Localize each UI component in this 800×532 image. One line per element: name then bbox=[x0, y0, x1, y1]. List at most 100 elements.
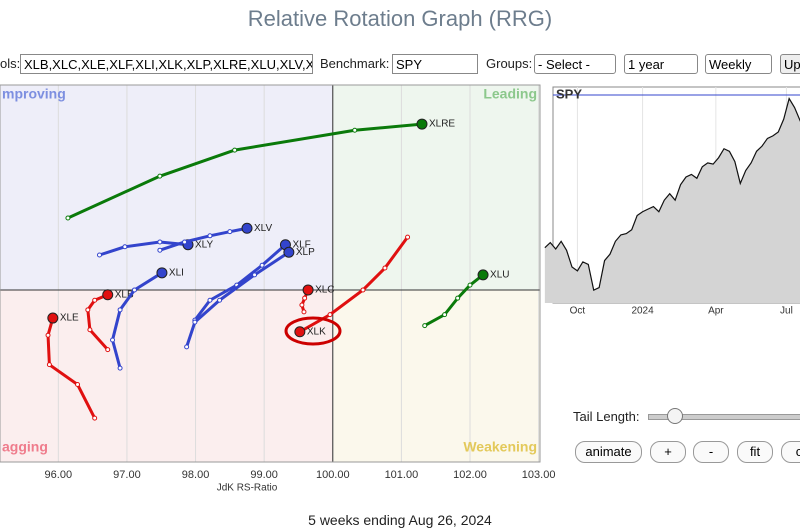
spy-line bbox=[544, 97, 800, 292]
x-tick-label: 98.00 bbox=[182, 469, 210, 481]
tail-marker bbox=[467, 282, 473, 288]
symbols-label: ols: bbox=[0, 56, 21, 71]
spy-label: SPY bbox=[556, 86, 582, 101]
interval-select[interactable]: Weekly bbox=[705, 54, 772, 74]
x-axis-label: JdK RS-Ratio bbox=[217, 483, 278, 494]
animate-button[interactable]: animate bbox=[575, 441, 642, 463]
series-label: XLE bbox=[60, 313, 79, 324]
symbols-input[interactable]: XLB,XLC,XLE,XLF,XLI,XLK,XLP,XLRE,XLU,XLV… bbox=[20, 54, 313, 74]
quadrant-improving bbox=[0, 85, 333, 290]
quadrant-label: Leading bbox=[483, 86, 537, 102]
tail-marker bbox=[96, 252, 102, 258]
x-tick-label: Oct bbox=[570, 306, 586, 317]
tail-marker bbox=[85, 307, 91, 313]
tail-marker bbox=[382, 265, 388, 271]
plot-frame bbox=[0, 84, 541, 463]
benchmark-label: Benchmark: bbox=[320, 56, 390, 71]
tail-marker bbox=[302, 295, 308, 301]
tail-marker bbox=[157, 173, 163, 179]
tail-marker bbox=[110, 337, 116, 343]
tail-marker bbox=[122, 244, 128, 250]
tail-marker bbox=[46, 362, 52, 368]
tail-marker bbox=[157, 247, 163, 253]
tail-marker bbox=[227, 229, 233, 235]
page-title: Relative Rotation Graph (RRG) bbox=[247, 6, 553, 31]
tail-marker bbox=[75, 382, 81, 388]
head-marker bbox=[283, 246, 295, 258]
tail-marker bbox=[184, 344, 190, 350]
head-marker bbox=[241, 222, 253, 234]
tail-marker bbox=[207, 233, 213, 239]
tail-marker bbox=[360, 287, 366, 293]
quadrant-label: Weakening bbox=[463, 439, 537, 455]
tail-marker bbox=[182, 239, 188, 245]
x-tick-label: 97.00 bbox=[113, 469, 141, 481]
tail-length-label: Tail Length: bbox=[573, 409, 640, 424]
fit-button[interactable]: fit bbox=[737, 441, 773, 463]
x-tick-label: 2024 bbox=[631, 306, 654, 317]
series-label: XLK bbox=[307, 326, 326, 337]
groups-label: Groups: bbox=[486, 56, 533, 71]
benchmark-input[interactable]: SPY bbox=[392, 54, 478, 74]
spy-area bbox=[544, 98, 800, 303]
tail-marker bbox=[259, 262, 265, 268]
quadrant-leading bbox=[332, 85, 540, 290]
quadrant-label: agging bbox=[2, 439, 48, 455]
x-tick-label: 100.00 bbox=[316, 469, 350, 481]
tail-marker bbox=[207, 297, 213, 303]
slider-track[interactable] bbox=[648, 414, 800, 420]
x-tick-label: 103.00 bbox=[522, 469, 556, 481]
tail-marker bbox=[405, 234, 411, 240]
tail-marker bbox=[352, 127, 358, 133]
highlight-ring bbox=[284, 316, 342, 346]
groups-select[interactable]: - Select - bbox=[534, 54, 616, 74]
tail-marker bbox=[217, 297, 223, 303]
tail-marker bbox=[105, 347, 111, 353]
tail-marker bbox=[252, 272, 258, 278]
head-marker bbox=[477, 269, 489, 281]
update-button[interactable]: Up bbox=[780, 54, 800, 74]
x-tick-label: 96.00 bbox=[45, 469, 73, 481]
tail-marker bbox=[455, 295, 461, 301]
tail-marker bbox=[131, 287, 137, 293]
tail-marker bbox=[92, 415, 98, 421]
tail-marker bbox=[327, 312, 333, 318]
series-label: XLU bbox=[490, 270, 509, 281]
series-label: XLF bbox=[292, 239, 310, 250]
tail-marker bbox=[65, 215, 71, 221]
tail-marker bbox=[157, 239, 163, 245]
tail-marker bbox=[45, 332, 51, 338]
tail-marker bbox=[117, 365, 123, 371]
series-label: XLI bbox=[169, 267, 184, 278]
head-marker bbox=[302, 284, 314, 296]
x-tick-label: 102.00 bbox=[453, 469, 487, 481]
x-tick-label: 101.00 bbox=[385, 469, 419, 481]
tail-marker bbox=[299, 302, 305, 308]
series-label: XLRE bbox=[429, 119, 455, 130]
tail-marker bbox=[442, 312, 448, 318]
head-marker bbox=[416, 118, 428, 130]
series-label: XLV bbox=[254, 223, 272, 234]
tail-marker bbox=[422, 323, 428, 329]
series-label: XLC bbox=[315, 285, 334, 296]
series-label: XLB bbox=[115, 289, 134, 300]
quadrant-label: mproving bbox=[2, 86, 66, 102]
x-tick-label: Apr bbox=[708, 306, 724, 317]
head-marker bbox=[156, 267, 168, 279]
tail-marker bbox=[192, 319, 198, 325]
series-label: XLY bbox=[195, 239, 213, 250]
period-select[interactable]: 1 year bbox=[624, 54, 698, 74]
x-tick-label: 99.00 bbox=[250, 469, 278, 481]
head-marker bbox=[102, 289, 114, 301]
slider-knob[interactable] bbox=[667, 408, 683, 424]
tail-marker bbox=[87, 327, 93, 333]
x-tick-label: Jul bbox=[780, 306, 793, 317]
tail-marker bbox=[232, 147, 238, 153]
center-button[interactable]: c bbox=[781, 441, 800, 463]
quadrant-weakening bbox=[332, 289, 540, 462]
minus-button[interactable]: - bbox=[693, 441, 729, 463]
tail-marker bbox=[92, 297, 98, 303]
tail-marker bbox=[117, 307, 123, 313]
plus-button[interactable]: + bbox=[650, 441, 686, 463]
